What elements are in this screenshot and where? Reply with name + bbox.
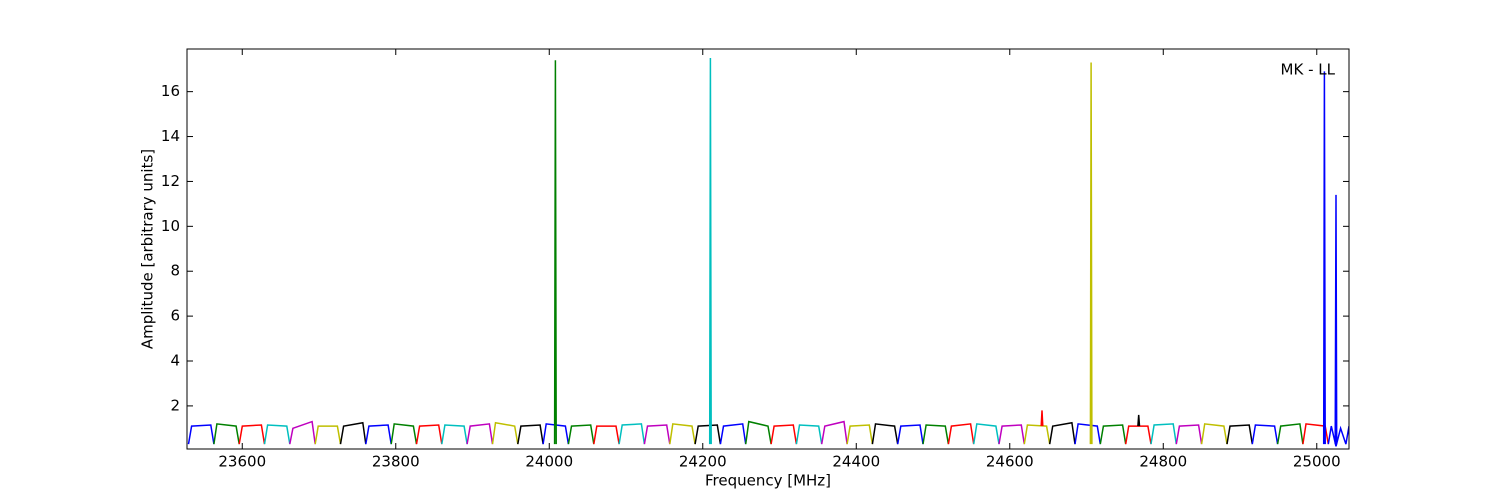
y-tick-label: 12 [161,172,180,190]
series-line [441,424,468,445]
series-line [1302,423,1330,445]
series-line [744,420,772,445]
x-tick-label: 23600 [218,453,266,471]
series-line [669,423,696,445]
y-tick-label: 14 [161,127,180,145]
x-tick-label: 24800 [1139,453,1187,471]
series-line [719,423,747,445]
series-line [1040,410,1044,427]
y-tick-label: 16 [161,82,180,100]
x-tick-label: 24200 [679,453,727,471]
series-line [593,425,620,445]
series-line [1175,424,1203,445]
series-line [466,423,494,445]
series-line [339,421,367,445]
series-line [553,60,557,445]
series-line [795,424,823,445]
x-tick-label: 24400 [832,453,880,471]
series-line [1023,424,1051,445]
series-line [187,424,215,445]
series-line [947,423,975,445]
series-line [415,424,443,445]
y-tick-label: 6 [170,307,180,325]
plot-frame [186,48,1350,450]
y-tick-label: 4 [170,352,180,370]
series-line [972,423,1000,445]
annotation: MK - LL [1281,61,1336,79]
series-line [694,424,722,445]
series-line [365,424,392,445]
series-line [289,420,316,445]
series-line [1322,71,1326,445]
series-line [922,424,950,445]
series-line [820,420,848,445]
y-tick-label: 8 [170,262,180,280]
series-line [263,424,291,445]
y-tick-label: 10 [161,217,180,235]
series-line [1251,424,1279,445]
series-line [390,423,418,445]
series-line [770,424,798,445]
series-line [238,424,266,445]
series-line [1089,62,1093,445]
series-line [618,423,646,445]
series-line [643,424,671,445]
x-axis-label: Frequency [MHz] [705,472,831,490]
series-line [1334,194,1338,445]
series-line [1099,424,1127,445]
series-line [871,423,899,445]
x-tick-label: 25000 [1293,453,1341,471]
plot-lines [187,57,1349,447]
y-axis-label: Amplitude [arbitrary units] [139,149,157,349]
series-line [1074,423,1102,445]
series-line [1226,424,1254,445]
x-tick-label: 24600 [986,453,1034,471]
series-line [708,57,712,445]
series-line [896,424,924,445]
y-tick-label: 2 [170,396,180,414]
series-line [1137,414,1141,427]
series-line [1276,423,1304,445]
x-tick-label: 23800 [372,453,420,471]
series-line [1150,423,1178,445]
x-tick-label: 24000 [525,453,573,471]
series-line [517,424,544,445]
series-line [1327,425,1349,447]
series-line [1048,421,1076,445]
series-line [846,424,874,445]
series-line [1200,423,1228,445]
series-line [213,423,240,445]
series-line [567,424,595,445]
series-line [998,424,1026,445]
series-line [314,425,342,445]
series-line [1124,425,1152,445]
series-line [491,421,519,445]
